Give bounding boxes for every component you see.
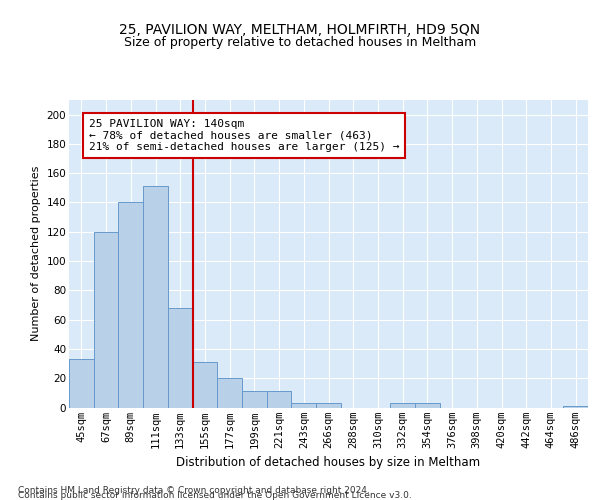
Bar [217,378,242,408]
Text: Size of property relative to detached houses in Meltham: Size of property relative to detached ho… [124,36,476,49]
Bar [316,403,341,407]
Bar [193,362,217,408]
Text: Contains HM Land Registry data © Crown copyright and database right 2024.: Contains HM Land Registry data © Crown c… [18,486,370,495]
Bar [118,202,143,408]
Text: Contains public sector information licensed under the Open Government Licence v3: Contains public sector information licen… [18,490,412,500]
X-axis label: Distribution of detached houses by size in Meltham: Distribution of detached houses by size … [176,456,481,469]
Bar [168,308,193,408]
Bar [563,406,588,407]
Bar [143,186,168,408]
Bar [267,392,292,407]
Bar [292,403,316,407]
Bar [415,403,440,407]
Text: 25 PAVILION WAY: 140sqm
← 78% of detached houses are smaller (463)
21% of semi-d: 25 PAVILION WAY: 140sqm ← 78% of detache… [89,119,399,152]
Text: 25, PAVILION WAY, MELTHAM, HOLMFIRTH, HD9 5QN: 25, PAVILION WAY, MELTHAM, HOLMFIRTH, HD… [119,22,481,36]
Y-axis label: Number of detached properties: Number of detached properties [31,166,41,342]
Bar [94,232,118,408]
Bar [390,403,415,407]
Bar [242,392,267,407]
Bar [69,359,94,408]
